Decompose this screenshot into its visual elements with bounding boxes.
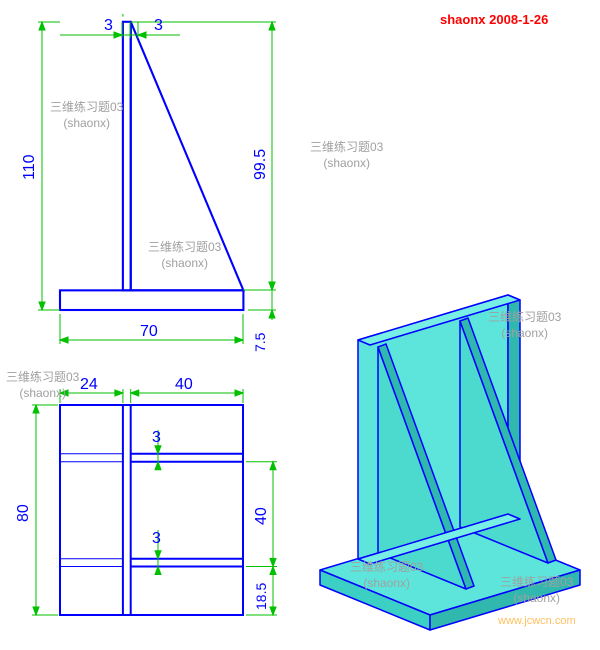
credit-text: shaonx 2008-1-26 [440, 12, 548, 27]
dim-40r: 40 [253, 507, 270, 525]
dim-24: 24 [80, 376, 98, 393]
dim-40: 40 [175, 376, 193, 393]
watermark-text: 三维练习题03(shaonx) [310, 140, 383, 171]
dim-99-5: 99.5 [252, 149, 269, 180]
dim-80: 80 [15, 504, 32, 522]
dim-r3a: 3 [152, 429, 161, 446]
dim-7-5: 7.5 [252, 332, 268, 352]
watermark-text: 三维练习题03(shaonx) [488, 310, 561, 341]
dim-r3b: 3 [152, 530, 161, 547]
watermark-text: 三维练习题03(shaonx) [6, 370, 79, 401]
dim-110: 110 [21, 154, 38, 180]
dim-3a: 3 [104, 17, 113, 34]
dim-3b: 3 [154, 17, 163, 34]
dim-70: 70 [140, 323, 158, 340]
watermark-text: 三维练习题03(shaonx) [500, 575, 573, 606]
front-dims [38, 22, 276, 344]
watermark-text: 三维练习题03(shaonx) [350, 560, 423, 591]
watermark-text: 三维练习题03(shaonx) [50, 100, 123, 131]
source-url: www.jcwcn.com [498, 615, 576, 627]
front-dim-labels: 110 99.5 70 7.5 3 3 [21, 17, 269, 352]
watermark-text: 三维练习题03(shaonx) [148, 240, 221, 271]
top-dims [32, 389, 277, 615]
top-dim-labels: 80 24 40 3 3 40 18.5 [15, 376, 270, 610]
dim-18-5: 18.5 [253, 583, 269, 610]
